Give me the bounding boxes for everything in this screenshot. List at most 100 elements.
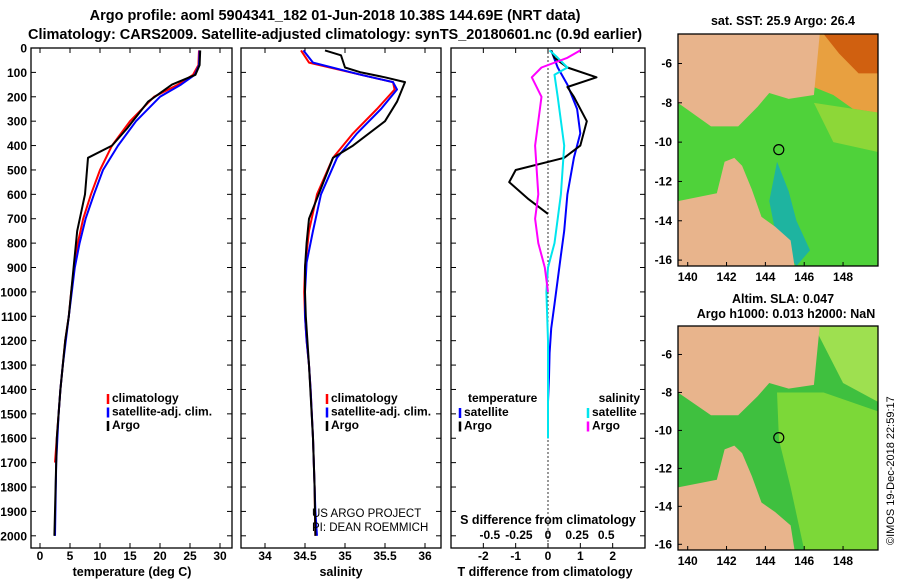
x-tick-label: 30 [213, 549, 227, 563]
map-x-tick-label: 146 [794, 554, 814, 568]
map-y-tick-label: -12 [655, 461, 673, 475]
sst-map: 140 142 144 146 148 -6 -8 -10 -12 -14 -16 [655, 33, 879, 284]
depth-tick-label: 2000 [0, 529, 27, 543]
depth-tick-label: 200 [7, 90, 27, 104]
temperature-series [53, 50, 202, 536]
map-x-tick-label: 144 [755, 554, 775, 568]
x-tick-label: 35 [338, 549, 352, 563]
legend-title-temperature: temperature [468, 391, 538, 405]
map-frame [677, 325, 879, 551]
salinity-panel: 34 34.5 35 35.5 36 salinity climatologysatel… [240, 47, 442, 579]
mid-sst-region [813, 102, 878, 152]
x-tick-label: 25 [183, 549, 197, 563]
sla-map-title-1: Altim. SLA: 0.047 [732, 292, 834, 306]
x-tick-label: 0 [37, 549, 44, 563]
temperature-panel: 0100200300400500600700800900100011001200… [0, 42, 645, 579]
map-y-tick-label: -8 [661, 96, 672, 110]
temperature-x-ticks: 0 5 10 15 20 25 30 [37, 48, 227, 563]
map-y-tick-label: -16 [655, 537, 673, 551]
map-y-tick-label: -14 [655, 214, 673, 228]
depth-tick-label: 800 [7, 237, 27, 251]
depth-tick-label: 1400 [0, 383, 27, 397]
legend-label: satellite [464, 405, 509, 419]
map-x-tick-label: 140 [678, 270, 698, 284]
sla-map: 140 142 144 146 148 -6 -8 -10 -12 -14 -16 [655, 325, 879, 568]
depth-tick-label: 1200 [0, 334, 27, 348]
depth-tick-labels: 0 100 200 300 400 500 600 700 800 900 1000 1100 1200… [0, 42, 645, 543]
temperature-frame [30, 47, 233, 549]
map-y-tick-label: -6 [661, 56, 672, 70]
depth-tick-label: 100 [7, 66, 27, 80]
series-line-s-argo [530, 49, 581, 293]
legend-label: Argo [464, 419, 492, 433]
map-y-tick-label: -6 [661, 347, 672, 361]
map-x-tick-label: 144 [755, 270, 775, 284]
x-tick-label: -2 [478, 549, 489, 563]
x-tick-label: 0 [545, 549, 552, 563]
depth-tick-label: 900 [7, 261, 27, 275]
depth-tick-label: 300 [7, 115, 27, 129]
map-y-tick-label: -14 [655, 499, 673, 513]
series-line-argo [53, 50, 202, 536]
sst-map-title: sat. SST: 25.9 Argo: 26.4 [711, 14, 855, 28]
x-tick-label: 1 [577, 549, 584, 563]
legend-label: Argo [331, 418, 359, 432]
map-y-tick-label: -10 [655, 135, 673, 149]
depth-tick-label: 1100 [1, 310, 27, 324]
depth-tick-label: 0 [20, 42, 27, 56]
land-new-guinea [678, 34, 820, 127]
s-tick-label: 0.5 [598, 528, 615, 542]
title-line-1: Argo profile: aoml 5904341_182 01-Jun-20… [89, 8, 581, 24]
difference-xlabel: T difference from climatology [457, 565, 632, 579]
map-y-tick-label: -10 [655, 423, 673, 437]
x-tick-label: -1 [510, 549, 521, 563]
map-x-tick-label: 146 [794, 270, 814, 284]
x-tick-label: 2 [609, 549, 616, 563]
difference-panel: -2 -1 0 1 2 T difference from climatology S … [450, 47, 646, 579]
legend-title-salinity: salinity [599, 391, 641, 405]
argo-position-marker [773, 432, 785, 444]
depth-tick-label: 600 [7, 188, 27, 202]
title-line-2: Climatology: CARS2009. Satellite-adjuste… [27, 27, 643, 43]
x-tick-label: 5 [67, 549, 74, 563]
land-cape-york [678, 157, 795, 266]
depth-tick-label: 1800 [0, 481, 27, 495]
map-x-tick-label: 148 [833, 270, 853, 284]
x-tick-label: 10 [93, 549, 107, 563]
salinity-frame [240, 47, 442, 549]
s-difference-ticks: -0.5 -0.25 0 0.25 0.5 [479, 528, 614, 542]
legend-label: satellite-adj. clim. [112, 405, 212, 419]
salinity-x-ticks: 34 34.5 35 35.5 36 [258, 48, 432, 563]
map-x-tick-label: 142 [717, 554, 737, 568]
depth-tick-label: 1700 [0, 456, 27, 470]
series-line-t-argo [508, 49, 598, 215]
temperature-xlabel: temperature (deg C) [73, 565, 192, 579]
s-tick-label: 0.25 [565, 528, 589, 542]
salinity-series [300, 49, 406, 536]
legend-label: climatology [112, 391, 179, 405]
legend-label: satellite-adj. clim. [331, 405, 431, 419]
depth-tick-label: 400 [7, 139, 27, 153]
map-y-tick-label: -12 [655, 174, 673, 188]
x-tick-label: 15 [123, 549, 137, 563]
land-cape-york [678, 445, 795, 550]
series-line-climatology [300, 49, 396, 536]
salinity-xlabel: salinity [319, 565, 362, 579]
difference-x-ticks: -2 -1 0 1 2 [478, 48, 616, 563]
x-tick-label: 34 [258, 549, 272, 563]
x-tick-label: 20 [153, 549, 167, 563]
s-tick-label: -0.5 [479, 528, 500, 542]
difference-series [508, 49, 598, 439]
pi-annotation: PI: DEAN ROEMMICH [312, 522, 428, 534]
depth-tick-label: 1000 [0, 285, 27, 299]
depth-tick-label: 1300 [0, 359, 27, 373]
map-y-tick-label: -16 [655, 253, 673, 267]
s-tick-label: -0.25 [505, 528, 533, 542]
land-new-guinea [678, 326, 820, 416]
s-tick-label: 0 [545, 528, 552, 542]
argo-position-marker [773, 144, 785, 156]
